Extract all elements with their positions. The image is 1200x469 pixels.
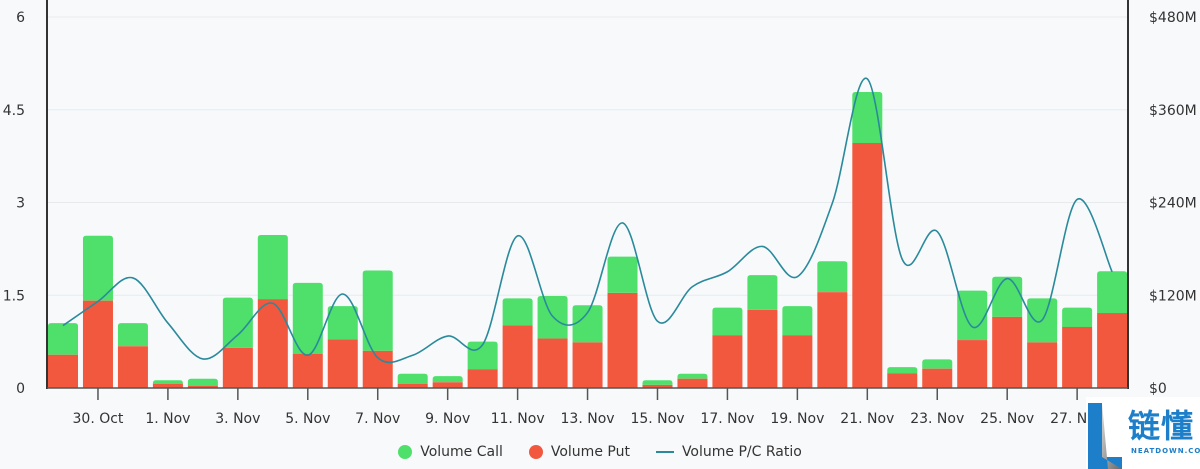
x-tick-label: 13. Nov — [561, 411, 615, 427]
bar-volume-put — [502, 325, 533, 388]
legend-pc-ratio[interactable]: Volume P/C Ratio — [655, 444, 802, 460]
legend-call-marker — [398, 445, 413, 459]
legend-ratio-marker — [655, 451, 674, 453]
bar-volume-put — [397, 383, 428, 388]
bar-volume-put — [747, 309, 778, 388]
x-tick-label: 3. Nov — [215, 411, 260, 427]
y-right-tick-label: $480M — [1149, 10, 1197, 26]
bar-volume-call — [117, 323, 148, 347]
bar-volume-call — [467, 341, 498, 370]
legend-volume-put[interactable]: Volume Put — [528, 444, 630, 460]
y-right-tick-label: $120M — [1149, 288, 1197, 304]
bar-volume-call — [922, 359, 953, 369]
bar-volume-call — [747, 275, 778, 310]
bar-volume-call — [1062, 307, 1093, 327]
x-tick-label: 17. Nov — [700, 411, 754, 427]
legend-put-marker — [528, 445, 543, 459]
y-left-tick-label: 3 — [16, 196, 25, 212]
bar-volume-call — [782, 306, 813, 336]
bar-volume-put — [992, 316, 1023, 388]
bar-volume-put — [1097, 313, 1128, 388]
bar-volume-put — [922, 368, 953, 388]
bar-volume-put — [712, 335, 743, 388]
bar-volume-call — [432, 376, 463, 383]
x-tick-label: 5. Nov — [285, 411, 330, 427]
x-tick-label: 30. Oct — [73, 411, 124, 427]
bar-volume-call — [292, 282, 323, 354]
bar-volume-put — [432, 382, 463, 388]
legend-call-label: Volume Call — [420, 444, 503, 460]
bar-volume-put — [257, 299, 288, 388]
x-tick-label: 25. Nov — [980, 411, 1034, 427]
bar-volume-call — [257, 234, 288, 300]
x-tick-label: 11. Nov — [491, 411, 545, 427]
bar-volume-call — [712, 307, 743, 336]
bar-volume-put — [887, 373, 918, 388]
bar-volume-call — [397, 373, 428, 384]
bar-volume-put — [957, 340, 988, 388]
legend-volume-call[interactable]: Volume Call — [398, 444, 503, 460]
bar-volume-put — [117, 346, 148, 388]
bar-volume-call — [48, 323, 78, 355]
x-tick-label: 7. Nov — [355, 411, 400, 427]
watermark-logo: 链懂 NEATDOWN.COM — [1086, 397, 1200, 469]
bar-volume-call — [642, 380, 673, 385]
bar-volume-put — [852, 142, 883, 388]
bar-volume-put — [1062, 326, 1093, 388]
bar-volume-call — [992, 276, 1023, 317]
y-left-tick-label: 4.5 — [3, 103, 25, 119]
bar-volume-call — [957, 290, 988, 341]
bar-volume-call — [1097, 271, 1128, 314]
y-left-tick-label: 0 — [16, 381, 25, 397]
bar-volume-put — [467, 369, 498, 388]
x-tick-label: 21. Nov — [840, 411, 894, 427]
bar-volume-put — [782, 335, 813, 388]
bar-volume-call — [152, 380, 183, 384]
bar-volume-put — [187, 385, 218, 388]
legend: Volume Call Volume Put Volume P/C Ratio — [0, 444, 1200, 460]
y-right-tick-label: $360M — [1149, 103, 1197, 119]
bar-volume-call — [572, 305, 603, 343]
logo-text-en: NEATDOWN.COM — [1131, 447, 1200, 455]
bar-volume-call — [607, 256, 638, 293]
y-right-tick-label: $0 — [1149, 381, 1167, 397]
y-left-tick-label: 6 — [16, 10, 25, 26]
bar-volume-put — [292, 353, 323, 388]
bar-volume-call — [887, 367, 918, 374]
logo-text-cn: 链懂 — [1128, 407, 1195, 445]
x-tick-label: 23. Nov — [910, 411, 964, 427]
bar-volume-call — [817, 261, 848, 293]
bar-volume-put — [82, 300, 113, 388]
bar-volume-put — [362, 350, 393, 388]
bar-volume-put — [642, 384, 673, 388]
bar-volume-put — [537, 338, 568, 388]
bar-volume-call — [187, 378, 218, 386]
line-pc-ratio — [62, 77, 1113, 364]
bar-volume-put — [1027, 342, 1058, 388]
bar-volume-call — [327, 306, 358, 340]
chart-area: 0 1.5 3 4.5 6 $0 $120M $240M $360M $480M 30. Oct 1.… — [3, 0, 1197, 427]
bar-volume-call — [677, 373, 708, 379]
legend-put-label: Volume Put — [550, 444, 630, 460]
bar-volume-put — [607, 292, 638, 388]
bar-volume-put — [677, 378, 708, 388]
y-right-tick-label: $240M — [1149, 196, 1197, 212]
bar-volume-put — [48, 354, 78, 388]
bar-volume-call — [222, 297, 253, 348]
bar-volume-call — [502, 298, 533, 326]
logo-l-icon — [1088, 403, 1122, 469]
x-tick-label: 9. Nov — [425, 411, 470, 427]
bar-volume-put — [327, 339, 358, 388]
bar-volume-call — [362, 270, 393, 351]
x-tick-label: 19. Nov — [770, 411, 824, 427]
bar-volume-put — [572, 342, 603, 388]
bar-volume-call — [82, 235, 113, 301]
bar-volume-put — [817, 292, 848, 388]
bar-volume-put — [152, 383, 183, 388]
legend-ratio-label: Volume P/C Ratio — [681, 444, 802, 460]
y-left-tick-label: 1.5 — [3, 288, 25, 304]
bar-volume-put — [222, 347, 253, 388]
x-tick-label: 15. Nov — [630, 411, 684, 427]
x-tick-label: 1. Nov — [145, 411, 190, 427]
